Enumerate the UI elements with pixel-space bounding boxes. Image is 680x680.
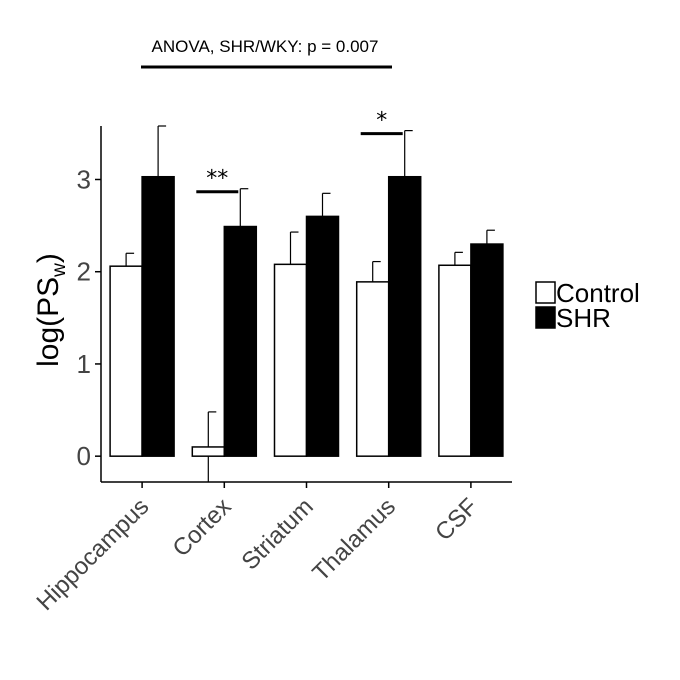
bar bbox=[141, 175, 175, 457]
legend-label-shr: SHR bbox=[556, 303, 611, 333]
bar bbox=[470, 243, 504, 457]
bar bbox=[109, 265, 143, 457]
x-tick-label: Cortex bbox=[167, 493, 236, 562]
y-tick-label: 3 bbox=[77, 164, 91, 194]
bar bbox=[355, 281, 390, 457]
x-tick-label: CSF bbox=[430, 493, 483, 546]
legend-swatch-control bbox=[535, 281, 556, 304]
chart-title: ANOVA, SHR/WKY: p = 0.007 bbox=[152, 37, 379, 56]
bar bbox=[273, 263, 308, 457]
x-tick-label: Striatum bbox=[236, 493, 318, 575]
bar bbox=[438, 264, 472, 457]
bar bbox=[191, 446, 226, 457]
y-axis-label: log(PSw) bbox=[32, 253, 70, 367]
legend-label-control: Control bbox=[556, 278, 640, 308]
bar bbox=[387, 175, 422, 457]
y-tick-label: 0 bbox=[77, 441, 91, 471]
x-tick-label: Thalamus bbox=[307, 493, 401, 587]
significance-label: ** bbox=[206, 167, 228, 192]
bar bbox=[223, 225, 258, 457]
legend: Control SHR bbox=[535, 278, 640, 333]
y-tick-label: 2 bbox=[77, 257, 91, 287]
x-tick-label: Hippocampus bbox=[31, 493, 154, 616]
significance-label: * bbox=[376, 109, 387, 134]
legend-swatch-shr bbox=[535, 306, 556, 329]
y-tick-label: 1 bbox=[77, 349, 91, 379]
bar bbox=[305, 215, 340, 457]
